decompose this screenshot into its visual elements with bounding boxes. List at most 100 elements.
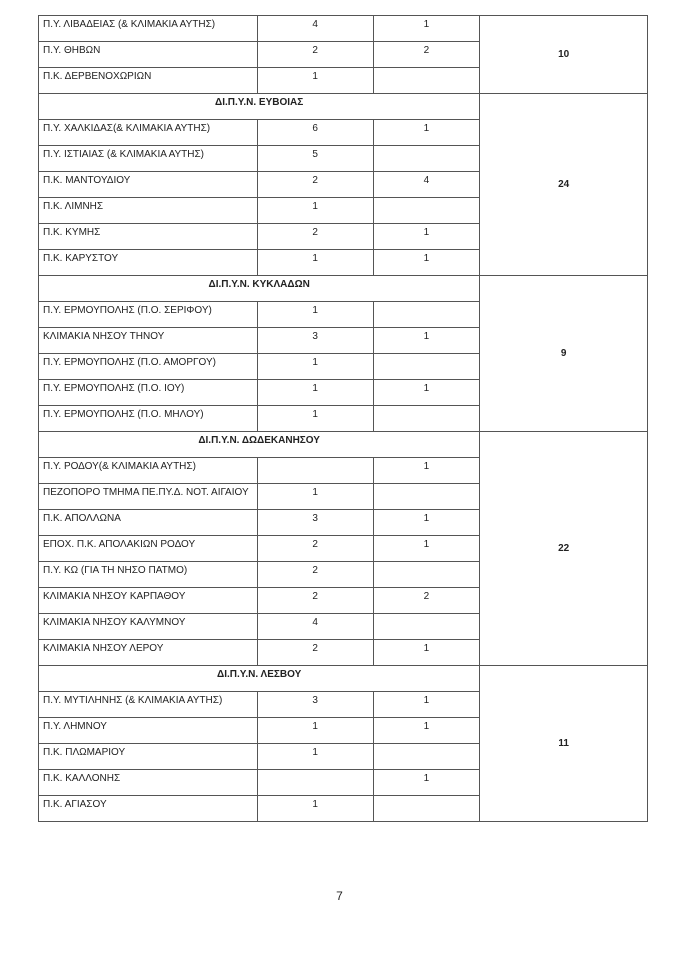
count-b: 1: [372, 717, 481, 744]
count-a: 1: [256, 483, 374, 510]
table-row: Π.Υ. ΛΗΜΝΟΥ 1 1: [38, 717, 648, 744]
count-b: [372, 67, 481, 94]
table-row: Π.Κ. ΚΑΡΥΣΤΟΥ 1 1: [38, 249, 648, 276]
unit-name: Π.Υ. ΧΑΛΚΙΔΑΣ(& ΚΛΙΜΑΚΙΑ ΑΥΤΗΣ): [38, 119, 258, 146]
count-a: 2: [256, 171, 374, 198]
count-a: 1: [256, 743, 374, 770]
count-b: 1: [372, 769, 481, 796]
count-a: 1: [256, 405, 374, 432]
unit-name: Π.Υ. ΕΡΜΟΥΠΟΛΗΣ (Π.Ο. ΜΗΛΟΥ): [38, 405, 258, 432]
count-b: 1: [372, 249, 481, 276]
unit-name: Π.Υ. ΜΥΤΙΛΗΝΗΣ (& ΚΛΙΜΑΚΙΑ ΑΥΤΗΣ): [38, 691, 258, 718]
count-b: 2: [372, 587, 481, 614]
count-b: 1: [372, 639, 481, 666]
count-a: 1: [256, 795, 374, 822]
count-b: 1: [372, 535, 481, 562]
group-header: ΔΙ.Π.Υ.Ν. ΚΥΚΛΑΔΩΝ: [37, 275, 481, 302]
count-b: 1: [372, 223, 481, 250]
count-a: 2: [256, 41, 374, 68]
unit-name: Π.Υ. ΕΡΜΟΥΠΟΛΗΣ (Π.Ο. ΣΕΡΙΦΟΥ): [38, 301, 258, 328]
count-a: 2: [256, 223, 374, 250]
table-row: Π.Κ. ΚΑΛΛΟΝΗΣ 1: [38, 769, 648, 796]
table-row: Π.Κ. ΑΓΙΑΣΟΥ 1: [38, 795, 648, 822]
count-b: 1: [372, 691, 481, 718]
unit-name: ΠΕΖΟΠΟΡΟ ΤΜΗΜΑ ΠΕ.ΠΥ.Δ. ΝΟΤ. ΑΙΓΑΙΟΥ: [38, 483, 258, 510]
table-row: Π.Υ. ΕΡΜΟΥΠΟΛΗΣ (Π.Ο. ΙΟΥ) 1 1: [38, 379, 648, 406]
count-b: [372, 561, 481, 588]
unit-name: Π.Υ. ΡΟΔΟΥ(& ΚΛΙΜΑΚΙΑ ΑΥΤΗΣ): [38, 457, 258, 484]
count-a: 2: [256, 587, 374, 614]
count-b: 1: [372, 327, 481, 354]
count-b: [372, 301, 481, 328]
unit-name: Π.Κ. ΚΥΜΗΣ: [38, 223, 258, 250]
group-header: ΔΙ.Π.Υ.Ν. ΛΕΣΒΟΥ: [37, 665, 481, 692]
unit-name: ΚΛΙΜΑΚΙΑ ΝΗΣΟΥ ΚΑΡΠΑΘΟΥ: [38, 587, 258, 614]
count-b: [372, 743, 481, 770]
unit-name: Π.Κ. ΛΙΜΝΗΣ: [38, 197, 258, 224]
count-a: 1: [256, 379, 374, 406]
table-row: Π.Υ. ΛΙΒΑΔΕΙΑΣ (& ΚΛΙΜΑΚΙΑ ΑΥΤΗΣ) 4 1 10: [38, 15, 648, 94]
count-b: [372, 795, 481, 822]
count-b: 1: [372, 457, 481, 484]
table-row: Π.Κ. ΔΕΡΒΕΝΟΧΩΡΙΩΝ 1: [38, 67, 648, 94]
group-header: ΔΙ.Π.Υ.Ν. ΔΩΔΕΚΑΝΗΣΟΥ: [37, 431, 481, 458]
count-a: 1: [256, 249, 374, 276]
unit-name: Π.Υ. ΚΩ (ΓΙΑ ΤΗ ΝΗΣΟ ΠΑΤΜΟ): [38, 561, 258, 588]
unit-name: ΚΛΙΜΑΚΙΑ ΝΗΣΟΥ ΤΗΝΟΥ: [38, 327, 258, 354]
table-row: Π.Υ. ΡΟΔΟΥ(& ΚΛΙΜΑΚΙΑ ΑΥΤΗΣ) 1: [38, 457, 648, 484]
table-row: ΠΕΖΟΠΟΡΟ ΤΜΗΜΑ ΠΕ.ΠΥ.Δ. ΝΟΤ. ΑΙΓΑΙΟΥ 1: [38, 483, 648, 510]
staff-allocation-table: Π.Υ. ΛΙΒΑΔΕΙΑΣ (& ΚΛΙΜΑΚΙΑ ΑΥΤΗΣ) 4 1 10 Π.Υ…: [37, 15, 648, 822]
group-header: ΔΙ.Π.Υ.Ν. ΕΥΒΟΙΑΣ: [37, 93, 481, 120]
count-a: 4: [256, 613, 374, 640]
count-a: 1: [256, 353, 374, 380]
table-row: Π.Κ. ΠΛΩΜΑΡΙΟΥ 1: [38, 743, 648, 770]
count-b: [372, 145, 481, 172]
unit-name: Π.Κ. ΜΑΝΤΟΥΔΙΟΥ: [38, 171, 258, 198]
count-a: 6: [256, 119, 374, 146]
unit-name: Π.Κ. ΚΑΡΥΣΤΟΥ: [38, 249, 258, 276]
unit-name: Π.Υ. ΕΡΜΟΥΠΟΛΗΣ (Π.Ο. ΙΟΥ): [38, 379, 258, 406]
table-row: ΚΛΙΜΑΚΙΑ ΝΗΣΟΥ ΚΑΡΠΑΘΟΥ 2 2: [38, 587, 648, 614]
count-b: 2: [372, 41, 481, 68]
table-row: Π.Υ. ΚΩ (ΓΙΑ ΤΗ ΝΗΣΟ ΠΑΤΜΟ) 2: [38, 561, 648, 588]
table-row: Π.Υ. ΙΣΤΙΑΙΑΣ (& ΚΛΙΜΑΚΙΑ ΑΥΤΗΣ) 5: [38, 145, 648, 172]
table-row: Π.Υ. ΕΡΜΟΥΠΟΛΗΣ (Π.Ο. ΑΜΟΡΓΟΥ) 1: [38, 353, 648, 380]
group-header-row: ΔΙ.Π.Υ.Ν. ΚΥΚΛΑΔΩΝ 9: [37, 275, 648, 432]
table-row: Π.Υ. ΕΡΜΟΥΠΟΛΗΣ (Π.Ο. ΜΗΛΟΥ) 1: [38, 405, 648, 432]
group-total: 11: [479, 665, 648, 822]
count-a: 4: [256, 15, 374, 42]
group-total: 10: [479, 15, 648, 94]
table-row: ΚΛΙΜΑΚΙΑ ΝΗΣΟΥ ΤΗΝΟΥ 3 1: [38, 327, 648, 354]
unit-name: ΚΛΙΜΑΚΙΑ ΝΗΣΟΥ ΚΑΛΥΜΝΟΥ: [38, 613, 258, 640]
count-a: 3: [256, 691, 374, 718]
unit-name: ΕΠΟΧ. Π.Κ. ΑΠΟΛΑΚΙΩΝ ΡΟΔΟΥ: [38, 535, 258, 562]
count-b: 1: [372, 379, 481, 406]
group-total: 24: [479, 93, 648, 276]
page-number: 7: [336, 889, 343, 903]
unit-name: Π.Κ. ΔΕΡΒΕΝΟΧΩΡΙΩΝ: [38, 67, 258, 94]
count-a: 3: [256, 509, 374, 536]
count-b: 1: [372, 119, 481, 146]
group-total: 22: [479, 431, 648, 666]
unit-name: Π.Υ. ΕΡΜΟΥΠΟΛΗΣ (Π.Ο. ΑΜΟΡΓΟΥ): [38, 353, 258, 380]
count-a: 1: [256, 67, 374, 94]
table-row: Π.Κ. ΑΠΟΛΛΩΝΑ 3 1: [38, 509, 648, 536]
unit-name: Π.Υ. ΘΗΒΩΝ: [38, 41, 258, 68]
count-a: 1: [256, 197, 374, 224]
table-row: Π.Κ. ΚΥΜΗΣ 2 1: [38, 223, 648, 250]
count-b: [372, 197, 481, 224]
count-b: 4: [372, 171, 481, 198]
unit-name: Π.Υ. ΛΗΜΝΟΥ: [38, 717, 258, 744]
count-b: 1: [372, 15, 481, 42]
count-a: 3: [256, 327, 374, 354]
count-a: 1: [256, 717, 374, 744]
group-header-row: ΔΙ.Π.Υ.Ν. ΕΥΒΟΙΑΣ 24: [37, 93, 648, 276]
unit-name: Π.Κ. ΠΛΩΜΑΡΙΟΥ: [38, 743, 258, 770]
unit-name: Π.Κ. ΑΓΙΑΣΟΥ: [38, 795, 258, 822]
count-b: [372, 613, 481, 640]
count-a: 2: [256, 535, 374, 562]
unit-name: Π.Κ. ΚΑΛΛΟΝΗΣ: [38, 769, 258, 796]
count-a: 5: [256, 145, 374, 172]
count-a: 2: [256, 639, 374, 666]
unit-name: ΚΛΙΜΑΚΙΑ ΝΗΣΟΥ ΛΕΡΟΥ: [38, 639, 258, 666]
